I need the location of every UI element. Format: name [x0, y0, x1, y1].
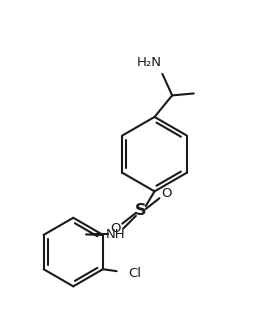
Text: H₂N: H₂N [136, 56, 161, 69]
Text: Cl: Cl [128, 267, 142, 279]
Text: O: O [161, 187, 172, 200]
Text: O: O [110, 222, 120, 235]
Text: NH: NH [106, 228, 125, 241]
Text: S: S [135, 204, 147, 218]
